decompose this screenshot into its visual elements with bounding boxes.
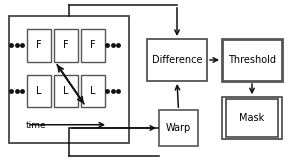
Text: L: L xyxy=(36,86,42,96)
Bar xyxy=(54,75,78,107)
Text: time: time xyxy=(26,121,46,130)
Text: L: L xyxy=(63,86,69,96)
Bar xyxy=(27,29,51,62)
Text: F: F xyxy=(36,40,42,50)
Text: L: L xyxy=(90,86,96,96)
Bar xyxy=(81,29,105,62)
Bar xyxy=(54,29,78,62)
Text: Threshold: Threshold xyxy=(228,55,276,65)
Bar xyxy=(81,75,105,107)
Bar xyxy=(222,39,282,81)
Bar xyxy=(9,16,129,143)
Text: Mask: Mask xyxy=(239,113,265,123)
Text: Warp: Warp xyxy=(166,123,191,133)
Bar xyxy=(226,99,278,137)
Bar xyxy=(147,39,207,81)
Text: F: F xyxy=(63,40,69,50)
Text: F: F xyxy=(90,40,96,50)
Text: Difference: Difference xyxy=(152,55,202,65)
Bar xyxy=(222,97,282,139)
Bar xyxy=(27,75,51,107)
Bar xyxy=(159,110,198,146)
